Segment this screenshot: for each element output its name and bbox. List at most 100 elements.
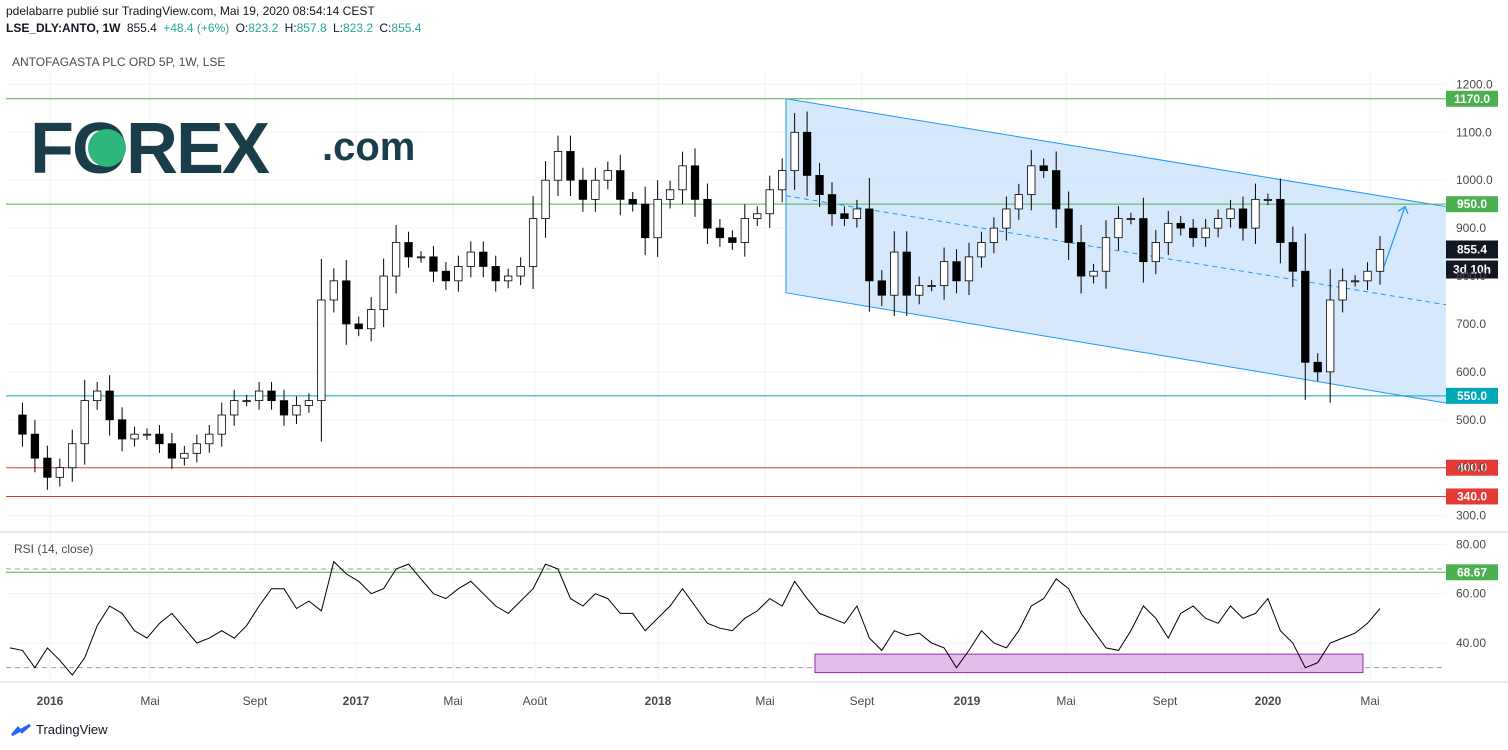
candle-body <box>827 194 837 215</box>
chart-title: ANTOFAGASTA PLC ORD 5P, 1W, LSE <box>12 55 225 69</box>
candle-body <box>1226 208 1235 219</box>
candle-body <box>43 457 52 478</box>
svg-text:FOREX: FOREX <box>30 109 270 189</box>
price-level-badge <box>1446 90 1498 107</box>
close-value: 855.4 <box>391 21 422 35</box>
candle-body <box>703 198 712 229</box>
candle-body <box>1288 242 1297 272</box>
candle-body <box>865 208 874 282</box>
candle-body <box>93 390 102 402</box>
candle-body <box>1375 249 1385 272</box>
candle-body <box>367 309 376 330</box>
candle-body <box>180 452 189 459</box>
price-level-badge <box>1446 459 1498 476</box>
candle-body <box>379 275 388 310</box>
candle-body <box>902 251 911 296</box>
tradingview-label: TradingView <box>36 722 108 737</box>
candle-body <box>815 175 824 195</box>
price-tick-label: 800.0 <box>1456 269 1486 283</box>
candle-body <box>1313 361 1322 373</box>
candle-body <box>566 151 575 181</box>
tradingview-icon <box>11 723 31 736</box>
candle-body <box>1076 242 1086 277</box>
candle-body <box>429 256 438 272</box>
candle-body <box>304 400 314 406</box>
last-price: 855.4 <box>126 21 157 35</box>
price-level-badge <box>1446 387 1498 404</box>
candle-body <box>1189 227 1198 239</box>
candle-body <box>1139 218 1148 263</box>
low-label: L: <box>333 21 344 35</box>
last-price-label: 855.4 <box>1457 242 1487 256</box>
time-tick-label: Mai <box>1360 694 1379 708</box>
candle-body <box>778 170 787 191</box>
rsi-tick-label: 80.00 <box>1456 537 1486 551</box>
candle-body <box>504 275 513 282</box>
candle-body <box>279 400 289 416</box>
price-tick-label: 1000.0 <box>1456 173 1493 187</box>
tradingview-brand[interactable]: TradingView <box>10 722 108 737</box>
candle-body <box>1114 218 1123 239</box>
time-tick-label: 2020 <box>1255 694 1282 708</box>
candle-body <box>55 467 64 478</box>
candle-body <box>105 390 114 421</box>
price-level-label: 400.0 <box>1457 461 1487 475</box>
rsi-oversold-box <box>814 653 1364 674</box>
candle-body <box>915 285 924 296</box>
candle-body <box>1089 270 1098 277</box>
candle-body <box>1164 222 1173 243</box>
channel-upper-line <box>785 98 1447 208</box>
price-tick-label: 600.0 <box>1456 365 1486 379</box>
time-tick-label: Sept <box>850 694 875 708</box>
countdown-badge <box>1446 260 1498 279</box>
candle-body <box>1276 198 1285 243</box>
candle-body <box>1350 280 1360 283</box>
high-label: H: <box>284 21 297 35</box>
candle-body <box>354 323 363 330</box>
price-level-label: 550.0 <box>1457 389 1487 403</box>
time-tick-label: Mai <box>443 694 462 708</box>
time-tick-label: 2018 <box>645 694 672 708</box>
candle-body <box>877 280 886 296</box>
candle-body <box>528 218 538 267</box>
regression-channel <box>785 98 1447 404</box>
candle-body <box>628 198 637 205</box>
candle-body <box>890 251 899 296</box>
candle-body <box>516 266 525 277</box>
candle-body <box>242 400 251 403</box>
change-value: +48.4 (+6%) <box>163 21 230 35</box>
price-level-badge <box>1446 488 1498 505</box>
symbol-label: LSE_DLY:ANTO, 1W <box>6 21 121 35</box>
candle-body <box>989 227 999 243</box>
candle-body <box>952 261 961 282</box>
candle-body <box>1176 222 1185 229</box>
candle-body <box>1238 208 1248 229</box>
candle-body <box>753 213 762 219</box>
ohlc-line: LSE_DLY:ANTO, 1W 855.4 +48.4 (+6%) O:823… <box>6 21 424 35</box>
candle-body <box>852 208 862 219</box>
candle-body <box>317 299 326 402</box>
candle-body <box>230 400 239 416</box>
candle-body <box>130 433 139 440</box>
candle-body <box>1039 165 1048 172</box>
rsi-pane: 40.00 60.00 80.00 68.67 <box>6 537 1498 676</box>
candle-body <box>927 285 936 288</box>
rsi-title: RSI (14, close) <box>14 542 93 556</box>
candle-body <box>18 414 27 435</box>
price-level-label: 1170.0 <box>1454 92 1490 106</box>
candle-body <box>1126 218 1136 220</box>
candle-body <box>740 218 749 243</box>
candle-body <box>678 165 687 191</box>
candles <box>18 111 1385 490</box>
time-tick-label: Sept <box>1153 694 1178 708</box>
channel-mid-line <box>785 195 1447 306</box>
price-axis: 300.0 400.0 500.0 600.0 700.0 800.0 900.0 1000.… <box>1456 77 1493 522</box>
candle-body <box>1213 218 1223 229</box>
rsi-tick-label: 60.00 <box>1456 587 1486 601</box>
price-tick-label: 900.0 <box>1456 221 1486 235</box>
forex-suffix: .com <box>322 125 415 169</box>
candle-body <box>690 165 700 200</box>
candle-body <box>217 414 226 435</box>
candle-body <box>441 270 451 282</box>
